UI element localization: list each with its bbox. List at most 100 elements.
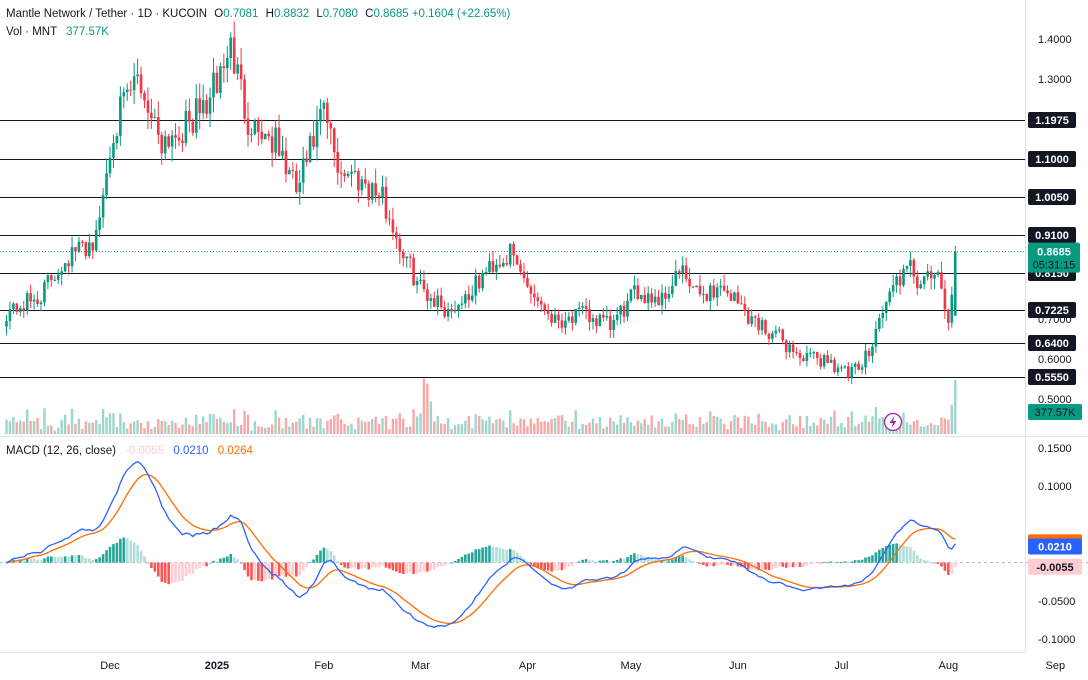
- candle-body: [388, 218, 391, 220]
- candle-body: [167, 136, 170, 147]
- candle-body: [12, 303, 15, 310]
- volume-bar: [671, 421, 674, 434]
- candle-body: [436, 295, 440, 307]
- candle-body: [729, 293, 733, 301]
- volume-bar: [488, 416, 491, 434]
- macd-hist-bar: [105, 550, 108, 563]
- volume-bar: [495, 419, 498, 434]
- volume-bar: [691, 424, 695, 434]
- candle-body: [833, 359, 836, 373]
- macd-hist-bar: [433, 562, 436, 570]
- volume-bar: [843, 427, 847, 434]
- volume-bar: [388, 429, 391, 434]
- candle-body: [505, 262, 509, 265]
- candle-body: [602, 314, 605, 318]
- candle-body: [146, 100, 150, 113]
- candle-body: [784, 340, 788, 353]
- volume-bar: [288, 426, 291, 434]
- candle-body: [633, 285, 636, 290]
- volume-bar: [598, 417, 602, 434]
- macd-hist-bar: [470, 552, 474, 563]
- volume-bar: [515, 425, 519, 434]
- volume-bar: [650, 415, 653, 434]
- candle-body: [671, 285, 674, 294]
- macd-hist-bar: [543, 562, 546, 571]
- macd-hist-bar: [774, 562, 778, 568]
- volume-bar: [39, 429, 43, 434]
- candle-body: [495, 264, 498, 272]
- volume-bar: [878, 418, 881, 434]
- volume-bar: [660, 418, 664, 434]
- volume-bar: [270, 424, 274, 434]
- candle-body: [22, 308, 26, 311]
- candle-body: [143, 93, 146, 101]
- macd-hist-bar: [660, 559, 664, 563]
- volume-bar: [29, 420, 32, 434]
- candle-body: [539, 300, 543, 305]
- macd-hist-bar: [705, 562, 709, 567]
- volume-bar: [243, 410, 246, 434]
- macd-hist-bar: [326, 548, 329, 563]
- candle-body: [467, 294, 471, 301]
- candle-body: [201, 100, 205, 114]
- macd-hist-bar: [208, 562, 212, 565]
- candle-body: [91, 242, 95, 251]
- volume-bar: [267, 427, 270, 434]
- volume-bar: [850, 411, 853, 434]
- macd-hist-bar: [677, 556, 681, 563]
- macd-hist-bar: [715, 562, 719, 566]
- candle-body: [867, 350, 871, 357]
- volume-bar: [750, 423, 753, 434]
- volume-tag: 377.57K: [1035, 407, 1077, 419]
- volume-bar: [357, 417, 360, 434]
- macd-hist-bar: [98, 557, 101, 563]
- candle-body: [567, 316, 571, 321]
- macd-hist-bar: [339, 562, 343, 566]
- volume-bar: [319, 418, 322, 434]
- volume-bar: [264, 427, 267, 434]
- macd-hist-bar: [77, 554, 81, 563]
- candle-body: [909, 260, 912, 267]
- volume-bar: [253, 421, 257, 434]
- macd-hist-bar: [184, 562, 188, 576]
- macd-hist-bar: [446, 562, 450, 564]
- volume-bar: [709, 411, 712, 434]
- candle-body: [29, 293, 32, 302]
- candle-body: [112, 143, 115, 158]
- level-tag-bg-0: [1028, 112, 1076, 128]
- macd-hist-bar: [236, 559, 239, 563]
- macd-hist-bar: [288, 562, 291, 577]
- lightning-icon[interactable]: [883, 412, 903, 432]
- volume-bar: [840, 423, 843, 434]
- candle-body: [88, 242, 91, 257]
- volume-bar: [377, 423, 381, 434]
- volume-bar: [302, 414, 305, 434]
- volume-bar: [143, 428, 146, 434]
- volume-bars: [5, 378, 957, 434]
- volume-bar: [826, 423, 829, 434]
- candle-body: [705, 293, 709, 301]
- macd-hist-bar: [812, 562, 816, 564]
- price-tick-0: 1.4000: [1038, 34, 1072, 46]
- candle-body: [498, 264, 502, 267]
- candle-body: [460, 303, 464, 305]
- macd-hist-bar: [581, 559, 584, 563]
- candle-body: [274, 127, 277, 153]
- volume-bar: [609, 417, 612, 434]
- candle-body: [577, 307, 581, 310]
- volume-bar: [936, 425, 940, 434]
- macd-hist-bar: [591, 560, 595, 563]
- macd-hist-bar: [953, 562, 957, 568]
- candle-body: [878, 318, 881, 329]
- candle-body: [298, 182, 302, 192]
- macd-hist-bar: [709, 562, 712, 566]
- volume-bar: [63, 414, 67, 434]
- volume-bar: [371, 419, 374, 434]
- macd-hist-bar: [46, 556, 50, 563]
- macd-hist-bar: [888, 544, 891, 563]
- candle-body: [419, 279, 422, 282]
- volume-bar: [453, 425, 457, 434]
- volume-bar: [533, 423, 536, 434]
- volume-bar: [146, 421, 150, 434]
